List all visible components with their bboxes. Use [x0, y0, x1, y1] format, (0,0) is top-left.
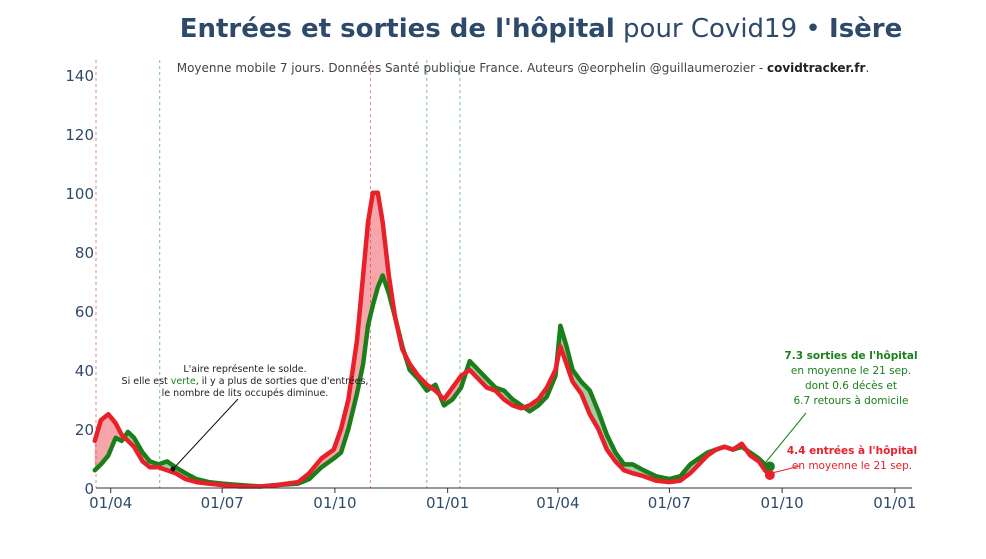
- x-tick-label: 01/10: [313, 494, 356, 512]
- exits-label-line1: 7.3 sorties de l'hôpital: [784, 350, 917, 362]
- area-note-green-word: verte: [171, 376, 196, 387]
- title-main: Entrées et sorties de l'hôpital: [179, 14, 615, 44]
- area-note-arrow: [172, 398, 239, 470]
- y-axis: 0 20 40 60 80 100 120 140: [65, 67, 94, 498]
- y-tick-label: 20: [75, 421, 94, 439]
- x-tick-label: 01/01: [426, 494, 469, 512]
- x-tick-label: 01/04: [536, 494, 579, 512]
- subtitle-end: .: [865, 61, 870, 75]
- x-tick-label: 01/10: [761, 494, 804, 512]
- area-note-line3: le nombre de lits occupés diminue.: [162, 388, 329, 399]
- exits-label-line4: 6.7 retours à domicile: [794, 395, 909, 407]
- y-tick-label: 120: [65, 126, 94, 144]
- y-tick-label: 140: [65, 67, 94, 85]
- balance-area-red: [372, 192, 378, 305]
- x-tick-label: 01/07: [648, 494, 691, 512]
- chart-subtitle: Moyenne mobile 7 jours. Données Santé pu…: [0, 61, 986, 75]
- balance-area-red: [100, 414, 109, 465]
- subtitle-site: covidtracker.fr: [766, 61, 866, 75]
- y-tick-label: 40: [75, 362, 94, 380]
- subtitle-text: Moyenne mobile 7 jours. Données Santé pu…: [176, 61, 767, 75]
- entries-end-marker: [764, 470, 775, 481]
- exits-pointer: [765, 412, 807, 463]
- y-tick-label: 60: [75, 303, 94, 321]
- x-tick-label: 01/07: [201, 494, 244, 512]
- x-tick-label: 01/01: [873, 494, 916, 512]
- area-note: L'aire représente le solde. Si elle est …: [122, 364, 369, 472]
- exits-label-line2: en moyenne le 21 sep.: [791, 365, 911, 377]
- series-lines: [92, 190, 773, 489]
- event-lines: [95, 60, 461, 488]
- balance-area-red: [108, 414, 116, 456]
- x-tick-label: 01/04: [89, 494, 132, 512]
- area-note-line2: Si elle est verte, il y a plus de sortie…: [122, 376, 369, 387]
- area-note-line1: L'aire représente le solde.: [183, 364, 306, 375]
- area-note-arrow-dot: [170, 466, 176, 472]
- y-tick-label: 100: [65, 185, 94, 203]
- entries-label-line1: 4.4 entrées à l'hôpital: [787, 445, 917, 457]
- area-note-line2-a: Si elle est: [122, 376, 171, 387]
- entries-label-line2: en moyenne le 21 sep.: [792, 460, 912, 472]
- title-mid: pour Covid19 •: [623, 14, 821, 44]
- title-region: Isère: [829, 14, 903, 44]
- exits-line: [92, 273, 773, 489]
- end-markers: [764, 461, 775, 481]
- exits-end-marker: [764, 461, 775, 472]
- balance-areas: [94, 192, 770, 487]
- chart-title: Entrées et sorties de l'hôpital pour Cov…: [0, 14, 986, 44]
- exits-annotation: 7.3 sorties de l'hôpital en moyenne le 2…: [765, 350, 918, 463]
- x-axis: 01/04 01/07 01/10 01/01 01/04 01/07 01/10 01/01: [89, 488, 916, 512]
- entries-line: [92, 190, 773, 489]
- y-tick-label: 80: [75, 244, 94, 262]
- exits-label-line3: dont 0.6 décès et: [805, 380, 897, 392]
- entries-annotation: 4.4 entrées à l'hôpital en moyenne le 21…: [767, 445, 917, 475]
- y-tick-label: 0: [84, 480, 94, 498]
- area-note-line2-c: , il y a plus de sorties que d'entrées,: [196, 376, 369, 387]
